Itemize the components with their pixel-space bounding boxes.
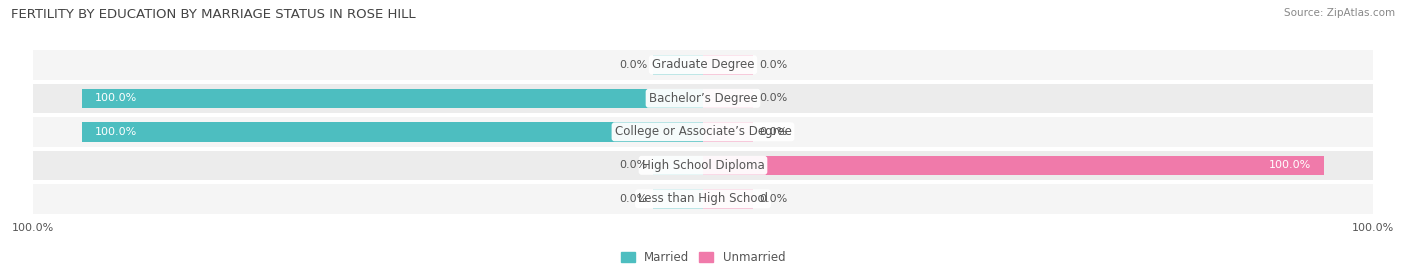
Text: 0.0%: 0.0% bbox=[619, 194, 647, 204]
Text: 0.0%: 0.0% bbox=[759, 93, 787, 103]
Bar bbox=[654, 155, 703, 175]
Bar bbox=[703, 189, 752, 208]
Bar bbox=[32, 184, 1374, 214]
Text: 0.0%: 0.0% bbox=[759, 60, 787, 70]
Bar bbox=[32, 50, 1374, 80]
Bar bbox=[32, 151, 1374, 180]
Text: 0.0%: 0.0% bbox=[759, 127, 787, 137]
Text: 0.0%: 0.0% bbox=[619, 60, 647, 70]
Bar bbox=[703, 122, 752, 141]
Bar bbox=[654, 55, 703, 75]
Bar bbox=[703, 55, 752, 75]
Bar bbox=[654, 189, 703, 208]
Text: Source: ZipAtlas.com: Source: ZipAtlas.com bbox=[1284, 8, 1395, 18]
Text: Graduate Degree: Graduate Degree bbox=[652, 58, 754, 71]
Text: 100.0%: 100.0% bbox=[94, 93, 136, 103]
Bar bbox=[703, 155, 1323, 175]
Text: 100.0%: 100.0% bbox=[1270, 160, 1312, 170]
Bar bbox=[32, 117, 1374, 147]
Text: 0.0%: 0.0% bbox=[759, 194, 787, 204]
Text: 100.0%: 100.0% bbox=[94, 127, 136, 137]
Legend: Married, Unmarried: Married, Unmarried bbox=[620, 252, 786, 264]
Bar bbox=[83, 122, 703, 141]
Text: Bachelor’s Degree: Bachelor’s Degree bbox=[648, 92, 758, 105]
Bar bbox=[83, 89, 703, 108]
Bar bbox=[32, 84, 1374, 113]
Text: College or Associate’s Degree: College or Associate’s Degree bbox=[614, 125, 792, 138]
Text: 0.0%: 0.0% bbox=[619, 160, 647, 170]
Text: FERTILITY BY EDUCATION BY MARRIAGE STATUS IN ROSE HILL: FERTILITY BY EDUCATION BY MARRIAGE STATU… bbox=[11, 8, 416, 21]
Text: Less than High School: Less than High School bbox=[638, 192, 768, 205]
Text: High School Diploma: High School Diploma bbox=[641, 159, 765, 172]
Bar bbox=[703, 89, 752, 108]
